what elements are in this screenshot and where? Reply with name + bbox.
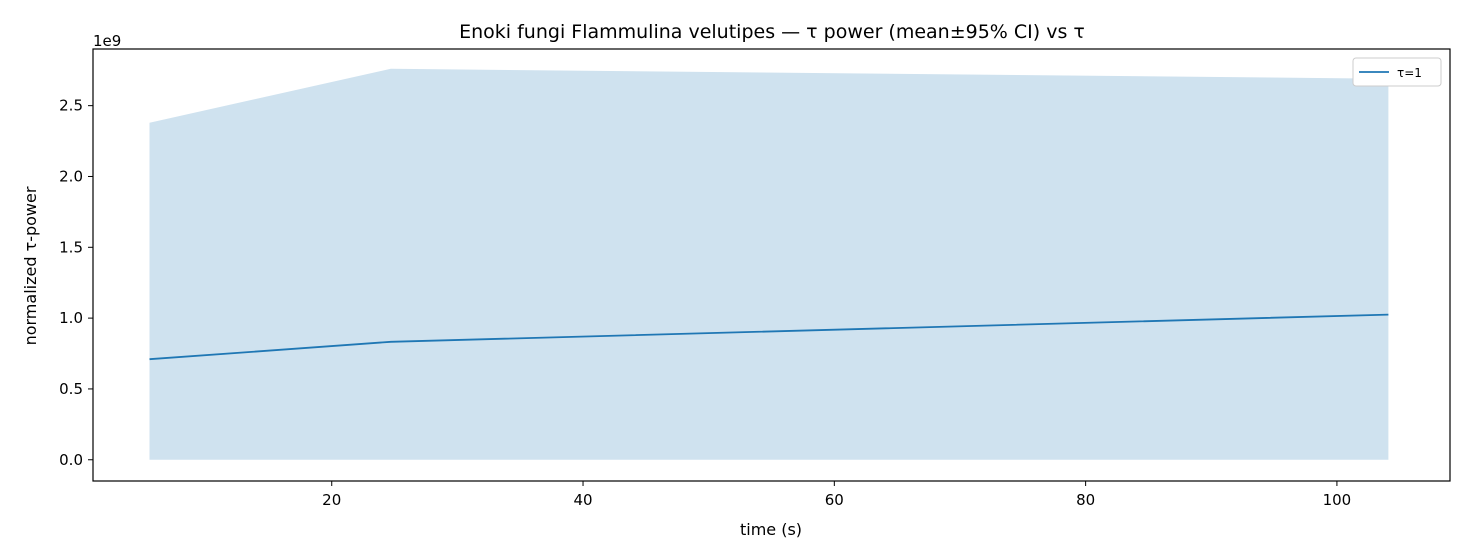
y-tick-label: 2.5 [59, 97, 83, 115]
x-tick-label: 60 [825, 491, 844, 509]
axes-frame [92, 48, 1451, 482]
series-line [149, 313, 1389, 361]
y-tick-label: 1.5 [59, 238, 83, 256]
y-offset-text: 1e9 [93, 32, 121, 50]
y-axis-ticks: 0.0 0.5 1.0 1.5 2.0 2.5 [59, 97, 93, 469]
y-tick-label: 0.5 [59, 380, 83, 398]
chart-title: Enoki fungi Flammulina velutipes — τ pow… [459, 21, 1085, 43]
x-tick-label: 100 [1323, 491, 1352, 509]
y-tick-label: 1.0 [59, 309, 83, 327]
x-tick-label: 80 [1076, 491, 1095, 509]
legend-label: τ=1 [1397, 66, 1422, 80]
x-axis-label: time (s) [740, 520, 802, 539]
legend: τ=1 [1352, 57, 1442, 87]
y-axis-label: normalized τ-power [21, 186, 40, 345]
ci-band [149, 68, 1389, 460]
x-tick-label: 40 [573, 491, 592, 509]
legend-box [1352, 57, 1442, 87]
x-axis-ticks: 20 40 60 80 100 [322, 481, 1351, 509]
x-tick-label: 20 [322, 491, 341, 509]
y-tick-label: 2.0 [59, 167, 83, 185]
y-tick-label: 0.0 [59, 451, 83, 469]
plot-area [149, 68, 1389, 460]
